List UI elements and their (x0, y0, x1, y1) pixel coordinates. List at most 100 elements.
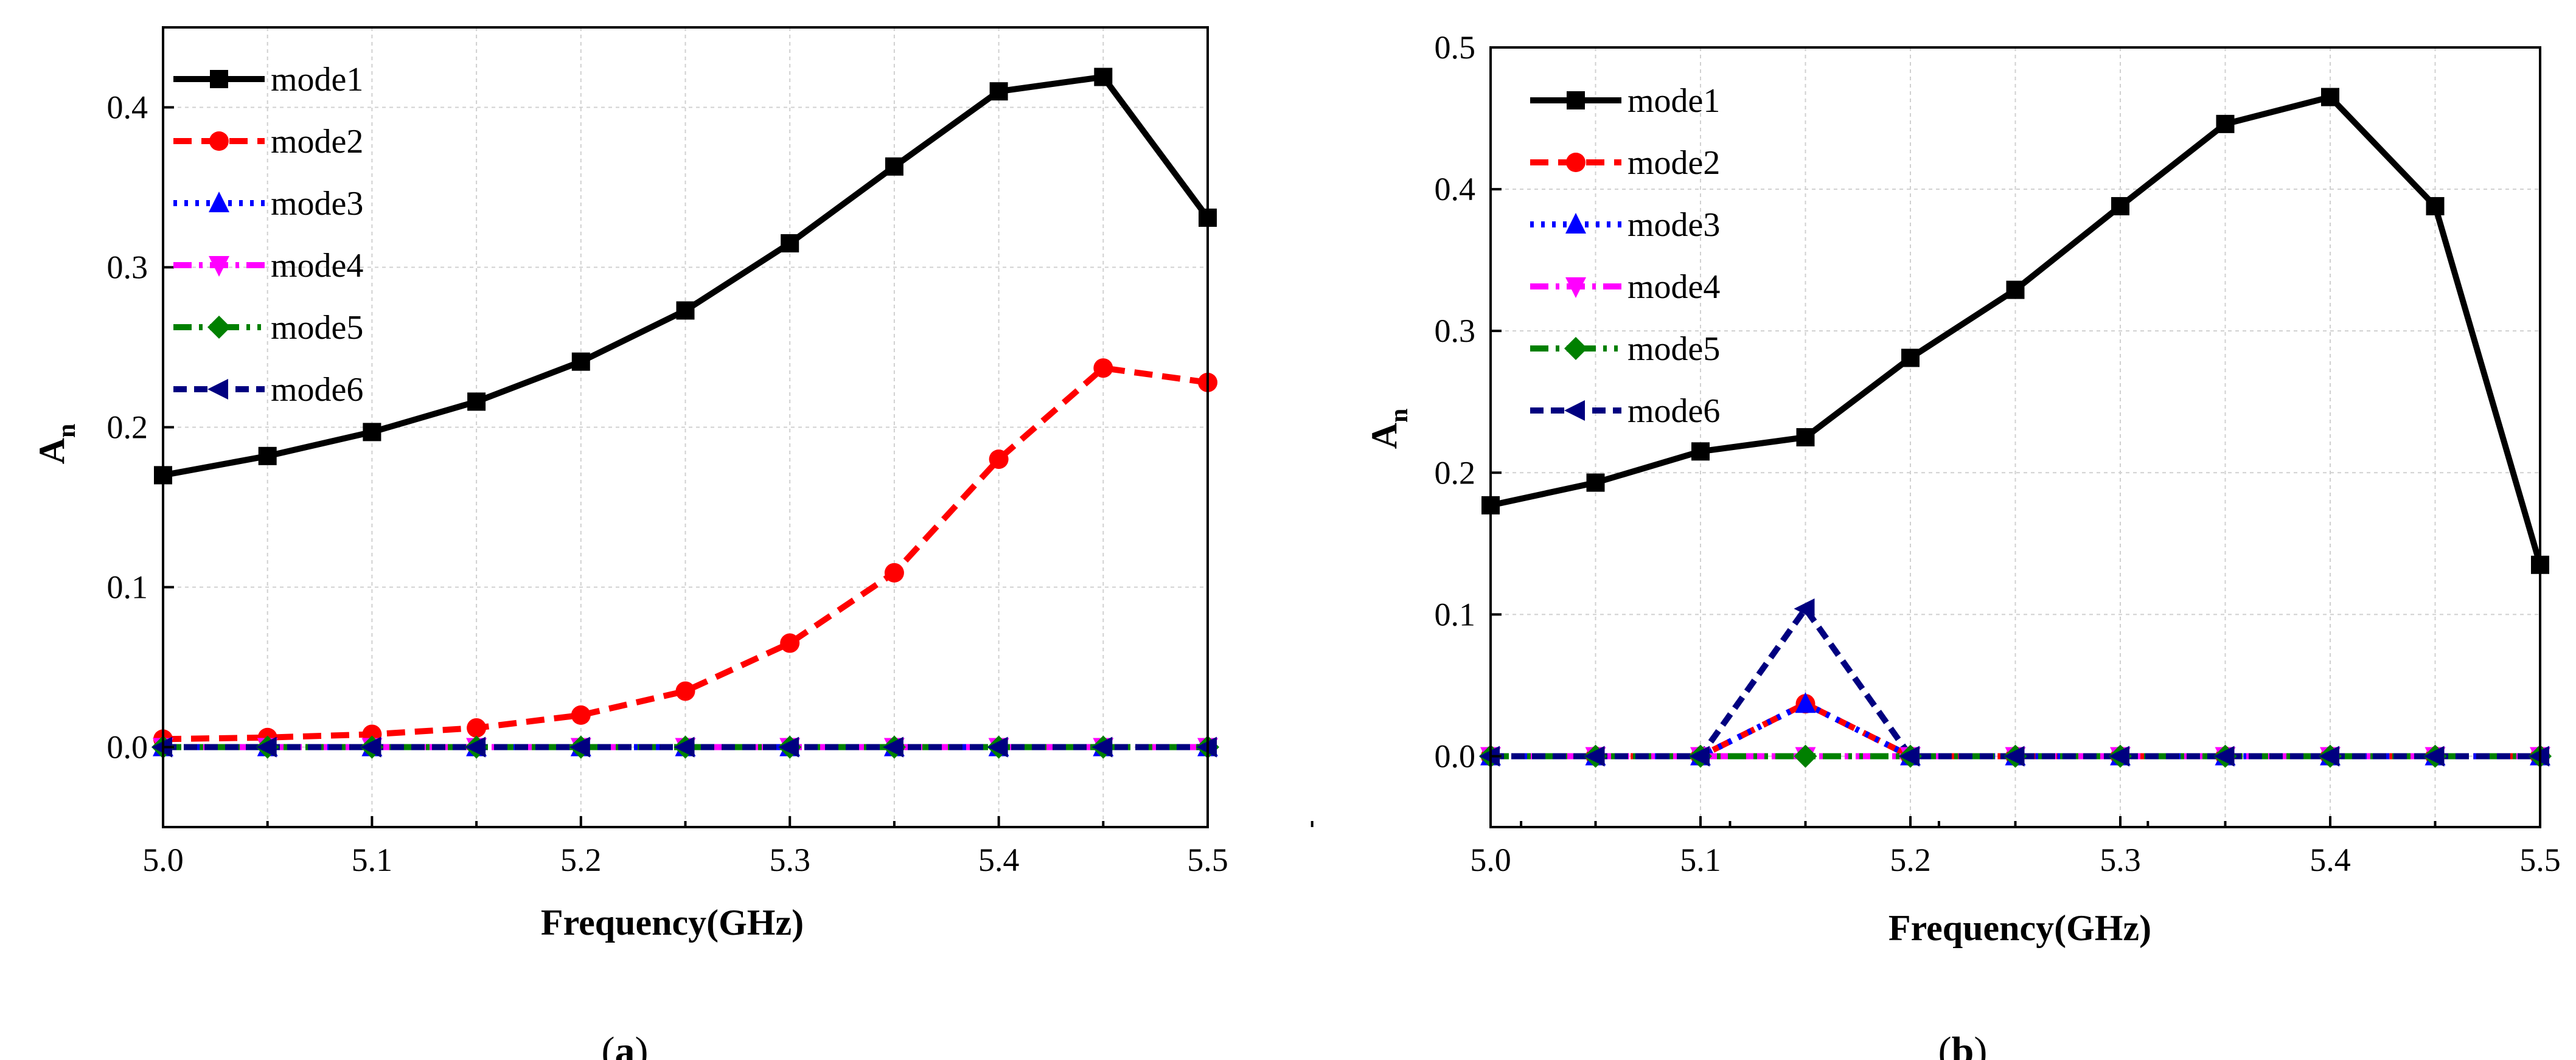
series-line-mode6 (1491, 606, 2540, 760)
y-axis-title-sub-a: n (53, 424, 81, 438)
data-point-mode6 (882, 736, 903, 758)
y-tick-label: 0.2 (107, 409, 148, 446)
y-axis-title-b: An (1364, 409, 1413, 449)
data-point-mode2 (467, 718, 487, 738)
data-point-mode1 (2111, 197, 2129, 216)
chart-panel-b: 5.0 5.1 5.2 5.3 5.4 5.5 0.0 0.1 0.2 0.3 0.4 0.5 mod… (1364, 29, 2561, 1060)
legend-swatch-marker (1564, 337, 1587, 360)
data-point-mode1 (1691, 442, 1710, 461)
data-point-mode2 (989, 449, 1009, 469)
y-axis-title-main-b: A (1364, 423, 1404, 449)
data-point-mode5 (1794, 744, 1817, 768)
legend-label: mode4 (271, 247, 363, 285)
legend-swatch-marker (1565, 277, 1586, 298)
data-point-mode1 (676, 301, 695, 320)
data-point-mode6 (674, 736, 695, 758)
legend-item-mode2: mode2 (1530, 144, 1720, 182)
data-point-mode1 (781, 234, 799, 253)
data-point-mode6 (465, 736, 486, 758)
y-tick-label: 0.0 (107, 729, 148, 766)
legend-swatch-marker (1566, 153, 1586, 172)
legend-swatch-marker (209, 256, 229, 277)
data-point-mode6 (2003, 746, 2025, 767)
legend-label: mode2 (271, 123, 363, 161)
x-tick-label: 5.2 (560, 842, 602, 878)
y-axis-title-a: An (32, 424, 81, 465)
x-tick-label: 5.4 (978, 842, 1020, 878)
data-point-mode1 (2216, 114, 2235, 133)
y-tick-label: 0.1 (1435, 596, 1476, 632)
data-point-mode6 (987, 736, 1008, 758)
x-axis-title-b: Frequency(GHz) (1888, 908, 2151, 948)
y-tick-label: 0.3 (107, 249, 148, 286)
data-point-mode6 (2319, 746, 2339, 767)
legend-label: mode5 (271, 309, 363, 347)
y-tick-label: 0.2 (1435, 454, 1476, 491)
data-point-mode3 (1795, 692, 1816, 713)
caption-b: (b) (1938, 1029, 1988, 1060)
grid-a (162, 27, 1208, 827)
data-point-mode1 (363, 423, 381, 442)
y-tick-label: 0.4 (1435, 171, 1476, 207)
data-point-mode6 (1794, 598, 1815, 620)
caption-a: (a) (602, 1029, 649, 1060)
data-point-mode6 (256, 736, 277, 758)
data-point-mode2 (780, 633, 800, 653)
data-point-mode6 (1899, 746, 1920, 767)
series-line-mode2 (162, 365, 1208, 743)
x-tick-label: 5.3 (769, 842, 810, 878)
data-point-mode1 (1586, 473, 1605, 492)
svg-text:An: An (1364, 409, 1413, 449)
y-tick-label: 0.5 (1435, 29, 1476, 66)
y-tick-label: 0.4 (107, 89, 148, 126)
data-point-mode2 (1093, 358, 1113, 378)
x-tick-label: 5.2 (1890, 842, 1931, 878)
svg-text:An: An (32, 424, 81, 465)
data-point-mode1 (1094, 68, 1113, 86)
x-axis-title-a: Frequency(GHz) (541, 902, 804, 943)
legend-item-mode3: mode3 (173, 185, 363, 223)
legend-a: mode1 mode2 mode3 mode4 mode5 mode6 (173, 61, 363, 409)
legend-item-mode4: mode4 (173, 247, 363, 285)
legend-label: mode3 (1627, 206, 1720, 244)
y-axis-title-main-a: A (32, 438, 72, 464)
data-point-mode6 (360, 736, 381, 758)
legend-label: mode6 (1627, 392, 1720, 430)
data-point-mode1 (1796, 428, 1815, 446)
legend-label: mode6 (271, 371, 363, 409)
data-point-mode1 (467, 392, 486, 411)
x-tick-label: 5.4 (2310, 842, 2351, 878)
legend-swatch-marker (209, 192, 229, 212)
series-layer-b (1479, 88, 2552, 768)
legend-item-mode6: mode6 (1530, 392, 1720, 430)
x-tick-label: 5.1 (352, 842, 393, 878)
legend-label: mode1 (1627, 82, 1720, 120)
data-point-mode6 (1584, 746, 1605, 767)
data-point-mode1 (258, 446, 277, 465)
legend-item-mode3: mode3 (1530, 206, 1720, 244)
data-point-mode1 (571, 352, 590, 371)
legend-item-mode4: mode4 (1530, 268, 1720, 306)
data-point-mode1 (1901, 348, 1920, 367)
x-tick-label: 5.3 (2100, 842, 2141, 878)
ticks-b: 5.0 5.1 5.2 5.3 5.4 5.5 0.0 0.1 0.2 0.3 0.4 0.5 (1435, 29, 2561, 878)
data-point-mode2 (571, 705, 591, 725)
legend-item-mode2: mode2 (173, 123, 363, 161)
legend-item-mode5: mode5 (1530, 330, 1720, 368)
y-tick-label: 0.0 (1435, 738, 1476, 774)
legend-swatch-marker (1565, 213, 1586, 234)
legend-item-mode1: mode1 (173, 61, 363, 99)
y-axis-title-sub-b: n (1385, 409, 1413, 423)
x-tick-label: 5.5 (1187, 842, 1228, 878)
legend-item-mode1: mode1 (1530, 82, 1720, 120)
data-point-mode6 (2109, 746, 2129, 767)
data-point-mode6 (1689, 746, 1710, 767)
data-point-mode1 (2426, 197, 2445, 216)
y-tick-label: 0.3 (1435, 313, 1476, 349)
caption-letter-b: b (1952, 1029, 1974, 1060)
data-point-mode2 (675, 681, 695, 701)
data-point-mode6 (2423, 746, 2445, 767)
data-point-mode1 (885, 157, 903, 176)
data-point-mode6 (778, 736, 799, 758)
data-point-mode6 (569, 736, 590, 758)
